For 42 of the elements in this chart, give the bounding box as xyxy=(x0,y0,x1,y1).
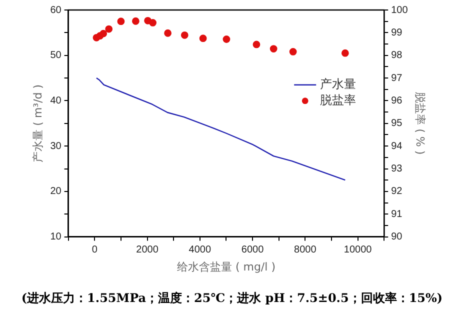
y-axis-title: 产水量 ( m³/d ) xyxy=(31,84,44,162)
text: (进水压力：1.55MPa；温度：25℃；进水 pH：7.5±0.5；回收率：15%) xyxy=(20,290,444,307)
point xyxy=(149,19,156,26)
y-tick-label: 50 xyxy=(50,50,62,62)
y2-tick-label: 93 xyxy=(391,164,403,175)
x-axis-title: 给水含盐量 ( mg/l ) xyxy=(176,260,276,274)
y2-tick-label: 90 xyxy=(391,232,403,243)
y-tick-label: 40 xyxy=(50,95,62,106)
x-tick-label: 10000 xyxy=(344,244,372,256)
point xyxy=(105,25,113,33)
y2-tick-label: 92 xyxy=(391,186,403,198)
x-tick-label: 0 xyxy=(92,244,98,256)
y2-tick-label: 91 xyxy=(391,208,403,220)
y2-tick-label: 98 xyxy=(391,50,403,62)
y2-tick-label: 94 xyxy=(391,140,403,152)
y2-tick-label: 99 xyxy=(391,27,403,38)
y2-tick-label: 97 xyxy=(391,72,403,84)
y-tick-label: 20 xyxy=(50,186,62,198)
point xyxy=(270,45,278,52)
x-tick-label: 6000 xyxy=(241,244,264,256)
point xyxy=(341,49,349,57)
y-tick-label: 30 xyxy=(50,140,62,152)
point xyxy=(164,29,172,37)
point xyxy=(199,34,207,42)
x-tick-label: 4000 xyxy=(188,244,212,256)
point xyxy=(222,36,230,43)
point xyxy=(252,40,260,48)
y2-tick-label: 100 xyxy=(391,4,408,16)
y2-tick-label: 95 xyxy=(391,118,403,130)
point xyxy=(289,48,297,56)
y-tick-label: 10 xyxy=(50,232,62,243)
legend-label: 产水量 xyxy=(320,76,356,91)
point xyxy=(180,31,188,39)
point xyxy=(132,17,140,25)
point xyxy=(100,30,108,38)
point xyxy=(117,18,125,26)
y-tick-label: 60 xyxy=(50,4,62,16)
y2-tick-label: 96 xyxy=(391,95,403,106)
x-tick-label: 2000 xyxy=(136,244,159,256)
y2-axis-title: 脱盐率 ( % ) xyxy=(414,92,427,155)
x-tick-label: 8000 xyxy=(294,244,317,256)
legend-label: 脱盐率 xyxy=(320,92,356,107)
